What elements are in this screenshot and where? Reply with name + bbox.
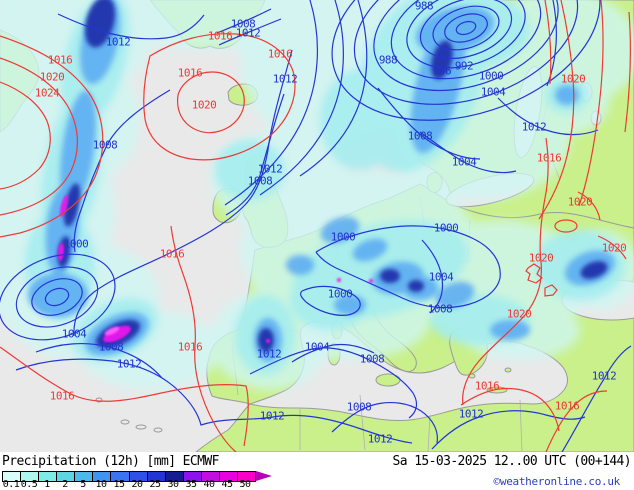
legend-segment xyxy=(147,472,166,481)
legend-tick: 5 xyxy=(80,479,86,490)
legend-tick: 35 xyxy=(185,479,197,490)
legend-segment xyxy=(75,472,94,481)
map-canvas xyxy=(0,0,634,452)
legend-tick: 0.5 xyxy=(20,479,38,490)
legend-segment xyxy=(201,472,220,481)
legend-tick: 15 xyxy=(113,479,125,490)
map-datetime: Sa 15-03-2025 12..00 UTC (00+144) xyxy=(392,454,632,469)
legend-tick: 40 xyxy=(203,479,215,490)
legend-bar xyxy=(2,471,256,482)
isobar-lines-high xyxy=(0,0,631,452)
legend-tick: 2 xyxy=(62,479,68,490)
legend-segment xyxy=(129,472,148,481)
canary-islands xyxy=(95,397,163,433)
legend-segment xyxy=(57,472,76,481)
legend-tick: 0.1 xyxy=(2,479,20,490)
legend-segment xyxy=(21,472,40,481)
precipitation-layer xyxy=(0,0,634,390)
footer-bar: Precipitation (12h) [mm] ECMWF Sa 15-03-… xyxy=(0,452,634,490)
legend-tick: 45 xyxy=(221,479,233,490)
legend-segment xyxy=(3,472,22,481)
isobar-lines-low xyxy=(0,0,632,452)
copyright-link[interactable]: ©weatheronline.co.uk xyxy=(493,475,621,488)
legend-tick: 30 xyxy=(167,479,179,490)
legend-arrow-icon xyxy=(256,471,272,481)
legend-segment xyxy=(93,472,112,481)
map-title: Precipitation (12h) [mm] ECMWF xyxy=(2,454,219,469)
legend-segment xyxy=(39,472,58,481)
weather-map: 1012 1008 1012 1012 988 988 992 996 1000 1004 1012… xyxy=(0,0,634,452)
legend-segment xyxy=(111,472,130,481)
legend-tick: 10 xyxy=(95,479,107,490)
legend-segment xyxy=(165,472,184,481)
legend-tick: 20 xyxy=(131,479,143,490)
legend-segment xyxy=(219,472,239,481)
legend-segment xyxy=(183,472,202,481)
legend-tick: 25 xyxy=(149,479,161,490)
legend-tick: 50 xyxy=(239,479,251,490)
legend-ticks: 0.1 0.5 1 2 5 10 15 20 25 30 35 40 45 50 xyxy=(2,480,264,490)
legend-segment xyxy=(238,472,256,481)
legend-tick: 1 xyxy=(44,479,50,490)
